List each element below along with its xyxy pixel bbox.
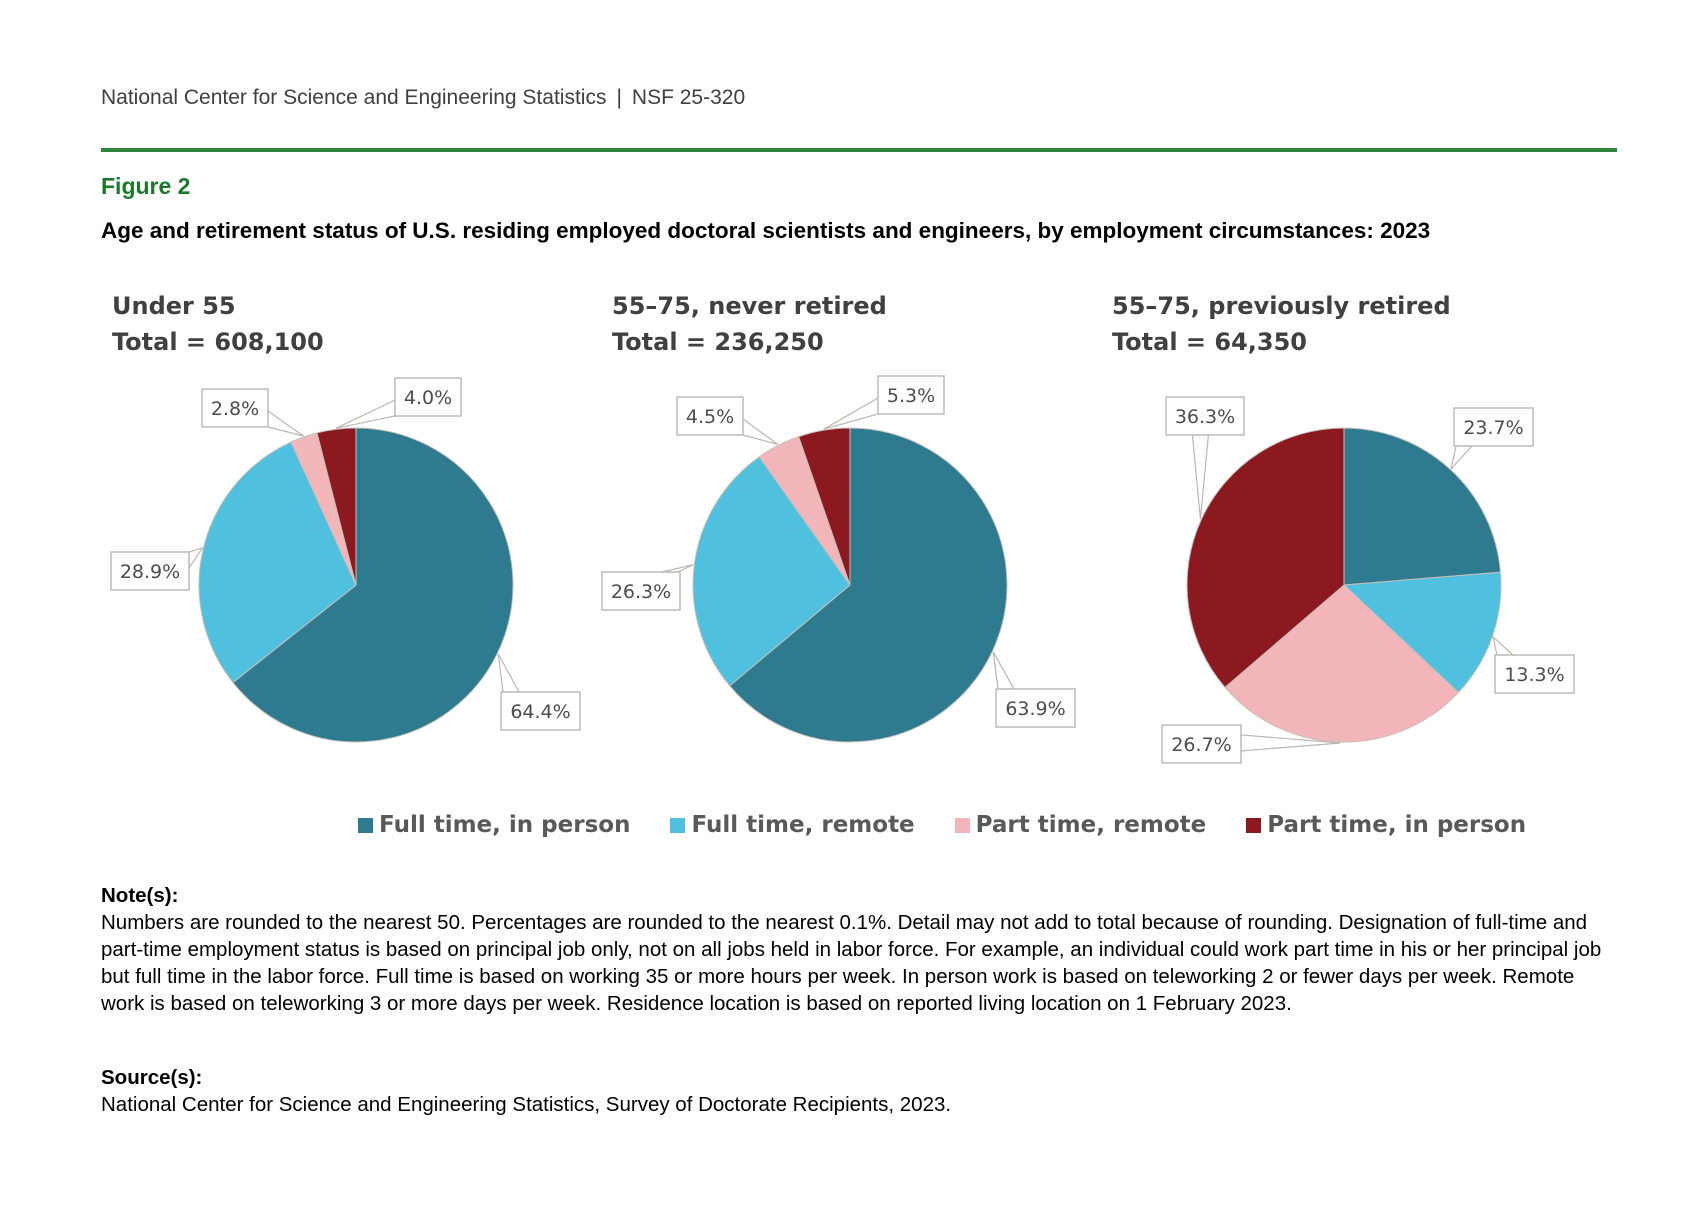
slice-part-time-in-person: [1186, 427, 1345, 689]
callout-pointer: [1492, 635, 1515, 656]
slice-part-time-in-person: [798, 427, 851, 586]
data-label: 4.5%: [686, 406, 734, 428]
legend-item-part-time-remote: Part time, remote: [954, 812, 1207, 838]
callout-pointer: [497, 653, 521, 693]
callout-box: [500, 691, 581, 731]
callout-box: [394, 377, 462, 417]
report-id: NSF 25-320: [631, 86, 746, 109]
data-label-callout: 64.4%: [497, 653, 581, 731]
data-label-callout: 2.8%: [201, 388, 304, 437]
data-label: 4.0%: [404, 387, 452, 409]
callout-pointer: [661, 564, 694, 573]
data-label: 26.7%: [1171, 734, 1231, 756]
callout-pointer: [823, 396, 879, 430]
notes-heading: Note(s):: [101, 884, 179, 907]
data-label-callout: 26.3%: [601, 564, 694, 611]
callout-box: [1494, 654, 1575, 694]
data-label-callout: 26.7%: [1161, 724, 1341, 764]
legend-swatch: [954, 817, 970, 833]
data-label: 13.3%: [1504, 664, 1564, 686]
data-label: 28.9%: [120, 561, 180, 583]
callout-pointer: [742, 417, 779, 445]
source-text: National Center for Science and Engineer…: [101, 1093, 952, 1116]
callout-pointer: [267, 409, 304, 437]
data-label-callout: 4.0%: [335, 377, 462, 429]
data-label: 2.8%: [211, 398, 259, 420]
notes-section: Note(s): Numbers are rounded to the near…: [101, 882, 1621, 1017]
source-heading: Source(s):: [101, 1066, 203, 1089]
pie-callouts: 64.4% 28.9% 2.8% 4.0%: [110, 377, 581, 731]
callout-box: [110, 551, 190, 591]
legend-label: Part time, remote: [975, 812, 1207, 838]
data-label: 23.7%: [1463, 417, 1523, 439]
slice-full-time-remote: [692, 456, 851, 687]
panel-title: Under 55: [112, 292, 236, 320]
legend-item-part-time-in-person: Part time, in person: [1246, 812, 1526, 838]
legend-label: Part time, in person: [1267, 812, 1527, 838]
callout-box: [1453, 407, 1534, 447]
callout-pointer: [1450, 445, 1474, 471]
source-section: Source(s): National Center for Science a…: [101, 1064, 1621, 1118]
data-label-callout: 4.5%: [676, 396, 779, 445]
data-label: 26.3%: [611, 581, 671, 603]
callout-box: [995, 688, 1076, 728]
legend-swatch: [358, 817, 373, 833]
slice-full-time-in-person: [728, 427, 1008, 743]
slice-part-time-in-person: [316, 427, 357, 586]
figure-title: Age and retirement status of U.S. residi…: [101, 218, 1431, 243]
figure-label: Figure 2: [101, 173, 191, 199]
callout-box: [201, 388, 269, 428]
pie-slices: [198, 427, 514, 743]
data-label-callout: 23.7%: [1450, 407, 1534, 471]
data-label: 63.9%: [1005, 698, 1065, 720]
pie-callouts: 63.9% 26.3% 4.5% 5.3%: [601, 375, 1076, 728]
callout-box: [676, 396, 744, 436]
data-label-callout: 13.3%: [1492, 635, 1575, 694]
data-label-callout: 28.9%: [110, 546, 204, 591]
panel-total: Total = 608,100: [112, 328, 324, 356]
pie-slices: [692, 427, 1008, 743]
pie-charts: Under 55 Total = 608,100 64.4% 28.9% 2.8% 4…: [110, 292, 1575, 764]
pie-panel-never-retired: 55–75, never retired Total = 236,250 63.…: [601, 292, 1076, 743]
panel-total: Total = 64,350: [1112, 328, 1307, 356]
data-label-callout: 36.3%: [1165, 396, 1245, 520]
legend-item-full-time-remote: Full time, remote: [670, 812, 915, 838]
header-rule: [101, 148, 1617, 152]
slice-full-time-remote: [1342, 571, 1502, 694]
header-separator: |: [616, 86, 622, 109]
notes-text: Numbers are rounded to the nearest 50. P…: [101, 911, 1602, 1015]
legend-label: Full time, remote: [691, 812, 915, 838]
chart-legend: Full time, in person Full time, remote P…: [358, 812, 1526, 838]
pie-panel-previously-retired: 55–75, previously retired Total = 64,350…: [1112, 292, 1575, 764]
pie-slices: [1186, 427, 1502, 743]
organization-name: National Center for Science and Engineer…: [101, 86, 607, 109]
slice-full-time-in-person: [232, 427, 514, 743]
callout-box: [601, 571, 681, 611]
data-label: 36.3%: [1175, 406, 1235, 428]
panel-title: 55–75, never retired: [612, 292, 887, 320]
callout-pointer: [335, 399, 396, 429]
data-label: 5.3%: [887, 385, 935, 407]
legend-label: Full time, in person: [379, 812, 631, 838]
callout-box: [1161, 724, 1242, 764]
slice-full-time-in-person: [1343, 427, 1502, 586]
pie-callouts: 23.7% 13.3% 26.7% 36.3%: [1161, 396, 1575, 764]
data-label: 64.4%: [510, 701, 570, 723]
legend-item-full-time-in-person: Full time, in person: [358, 812, 630, 838]
data-label-callout: 63.9%: [992, 651, 1076, 728]
callout-box: [1165, 396, 1245, 436]
panel-title: 55–75, previously retired: [1112, 292, 1451, 320]
callout-box: [877, 375, 945, 415]
callout-pointer: [1191, 434, 1210, 520]
panel-total: Total = 236,250: [612, 328, 824, 356]
callout-pointer: [992, 651, 1016, 690]
publication-header: National Center for Science and Engineer…: [101, 86, 745, 110]
slice-part-time-remote: [1224, 584, 1460, 743]
legend-swatch: [670, 817, 686, 833]
legend-swatch: [1246, 817, 1262, 833]
slice-full-time-remote: [198, 441, 357, 684]
data-label-callout: 5.3%: [823, 375, 945, 430]
pie-panel-under-55: Under 55 Total = 608,100 64.4% 28.9% 2.8% 4…: [110, 292, 581, 743]
